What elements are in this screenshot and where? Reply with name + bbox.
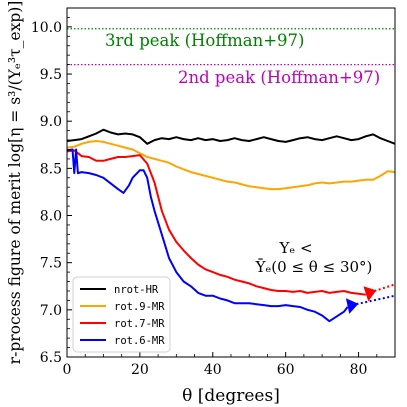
x-tick-label: 60	[277, 362, 295, 378]
arrowhead-marker	[363, 286, 377, 302]
x-axis-label: θ [degrees]	[182, 386, 280, 406]
x-tick-label: 40	[204, 362, 222, 378]
series-line	[67, 149, 366, 296]
legend: nrot-HR rot.9-MR rot.7-MR rot.6-MR	[72, 276, 171, 353]
reference-line-label: 2nd peak (Hoffman+97)	[178, 68, 380, 87]
annotation-line-1: Yₑ <	[278, 239, 312, 257]
y-tick-label: 7.5	[40, 256, 62, 272]
x-tick-label: 80	[350, 362, 368, 378]
series-line	[67, 140, 395, 191]
y-tick-label: 10.0	[31, 20, 62, 36]
legend-label: nrot-HR	[114, 284, 159, 296]
series-line	[67, 128, 395, 145]
reference-line-label: 3rd peak (Hoffman+97)	[105, 31, 304, 50]
axes: 0 20 40 60 80 6.5 7.0 7.5 8.0 8.5 9.0 9.5 10.0 θ [deg…	[6, 1, 396, 406]
series-line	[67, 148, 349, 323]
legend-label: rot.6-MR	[114, 335, 165, 347]
y-tick-label: 8.5	[40, 161, 62, 177]
y-tick-label: 9.0	[40, 114, 62, 130]
legend-label: rot.7-MR	[114, 318, 165, 330]
y-tick-label: 9.5	[40, 67, 62, 83]
arrowhead-marker	[345, 298, 359, 314]
x-tick-label: 20	[131, 362, 149, 378]
y-tick-label: 7.0	[40, 303, 62, 319]
plot-area: 3rd peak (Hoffman+97) 2nd peak (Hoffman+9…	[67, 28, 395, 323]
legend-box	[72, 276, 171, 353]
x-tick-label: 0	[63, 362, 72, 378]
extrapolation-line	[347, 294, 395, 308]
legend-label: rot.9-MR	[114, 301, 165, 313]
annotation-line-2: Ȳₑ(0 ≤ θ ≤ 30°)	[255, 258, 373, 276]
series-group	[67, 128, 395, 323]
y-tick-label: 8.0	[40, 209, 62, 225]
y-axis-label: r-process figure of merit log[η = s³/(Yₑ…	[6, 1, 24, 365]
y-tick-label: 6.5	[40, 350, 62, 366]
